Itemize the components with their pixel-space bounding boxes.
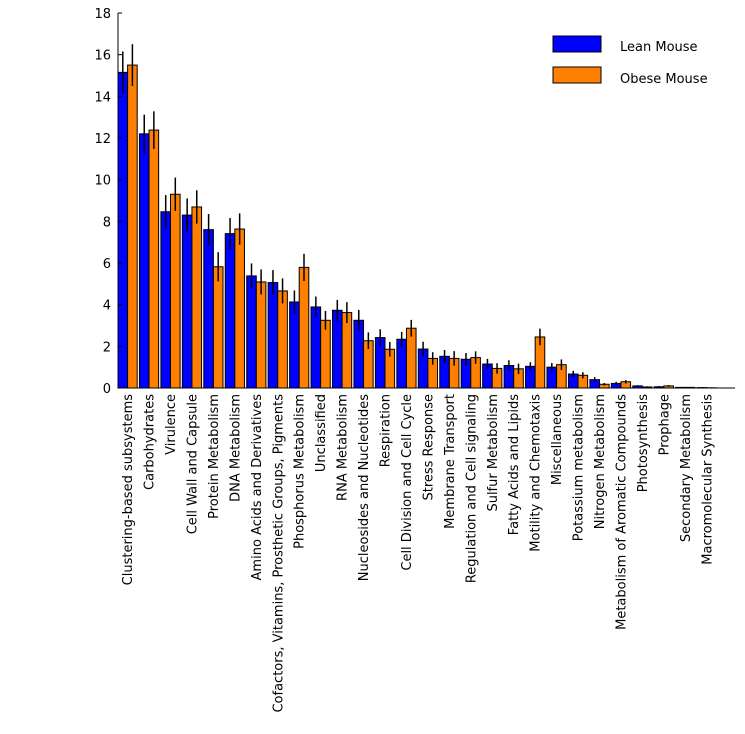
bar-lean [332,309,343,389]
bar-lean [181,214,193,389]
x-tick-label: Photosynthesis [636,394,651,493]
bar-lean [246,275,257,389]
x-tick-label: Phosphorus Metabolism [293,394,308,549]
x-tick-label: Miscellaneous [550,394,565,485]
bar-lean [224,233,236,389]
bar-obese [341,312,353,389]
legend-swatch-obese [552,66,602,84]
y-tick-label: 2 [103,340,111,355]
x-tick-label: Metabolism of Aromatic Compounds [614,394,629,630]
x-tick-label: Cell Division and Cell Cycle [400,394,415,571]
x-tick-label: Nitrogen Metabolism [593,394,608,529]
bar-obese [320,319,331,389]
x-tick-label: Nucleosides and Nucleotides [357,394,372,581]
y-tick-label: 12 [94,132,111,147]
bar-lean [289,301,300,389]
bar-lean [203,229,214,389]
y-tick-label: 10 [94,174,111,189]
bar-obese [234,228,245,389]
bar-obese [298,266,310,389]
y-tick-label: 0 [103,382,111,397]
y-tick-label: 18 [94,7,111,22]
y-tick-label: 4 [103,299,111,314]
x-tick-label: Potassium metabolism [572,394,587,541]
y-tick-label: 14 [94,90,111,105]
x-tick-label: Prophage [657,394,672,455]
bar-obese [127,64,138,389]
x-tick-label: Cell Wall and Capsule [185,394,200,534]
y-tick-label: 16 [94,49,111,64]
x-tick-label: Virulence [164,394,179,455]
x-tick-label: RNA Metabolism [336,394,351,501]
x-tick-label: Protein Metabolism [207,394,222,519]
y-tick-label: 6 [103,257,111,272]
x-tick-label: Stress Response [421,394,436,501]
x-tick-label: Fatty Acids and Lipids [507,394,522,535]
legend-swatch-lean [552,35,602,53]
x-tick-label: Secondary Metabolism [679,394,694,542]
x-tick-label: DNA Metabolism [228,394,243,502]
bar-lean [138,133,150,389]
bar-lean [117,71,129,389]
bar-lean [267,282,279,389]
bar-obese [148,129,160,389]
bar-obese [212,266,224,389]
bars-layer [117,64,717,389]
y-axis-ticks: 0 2 4 6 8 10 12 14 16 18 [94,7,122,397]
bar-obese [277,290,288,389]
error-bars-layer [122,44,713,388]
x-tick-label: Membrane Transport [443,394,458,529]
x-tick-label: Regulation and Cell signaling [464,394,479,583]
x-tick-label: Motility and Chemotaxis [529,394,544,552]
axes [117,13,735,389]
bar-obese [170,193,181,389]
x-tick-label: Macromolecular Synthesis [700,394,715,565]
bar-lean [160,211,171,389]
x-tick-label: Amino Acids and Derivatives [250,394,265,581]
bar-obese [191,206,203,389]
bar-lean [310,306,322,389]
x-tick-label: Unclassified [314,394,329,472]
x-tick-label: Carbohydrates [143,394,158,490]
x-tick-label: Clustering-based subsystems [121,394,136,586]
x-tick-label: Sulfur Metabolism [486,394,501,512]
x-axis-labels: Clustering-based subsystems Carbohydrates… [121,394,715,713]
y-tick-label: 8 [103,215,111,230]
x-tick-label: Cofactors, Vitamins, Prosthetic Groups, … [271,394,286,713]
bar-obese [405,327,417,389]
bar-lean [396,338,407,389]
legend: Lean Mouse Obese Mouse [552,35,708,87]
bar-obese [255,281,267,389]
legend-label-obese: Obese Mouse [620,72,708,87]
legend-label-lean: Lean Mouse [620,40,698,55]
x-tick-label: Respiration [379,394,394,467]
